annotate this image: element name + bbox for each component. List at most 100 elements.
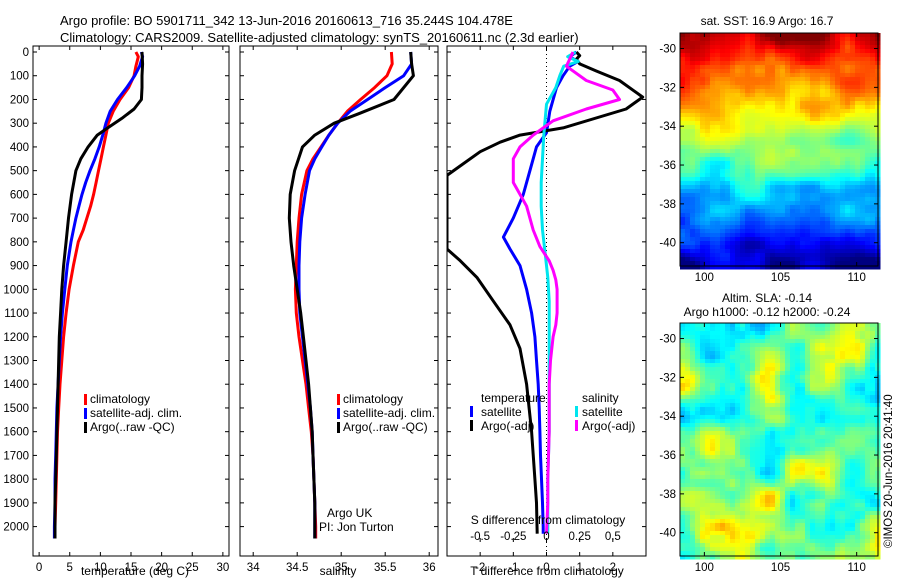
sla-map-cell (685, 327, 691, 332)
sla-map-cell (730, 471, 736, 476)
sst-map-cell (735, 145, 741, 150)
sst-map-cell (770, 85, 776, 90)
sla-map-cell (790, 479, 796, 484)
sla-map-cell (800, 331, 806, 336)
sla-map-cell (700, 327, 706, 332)
sla-map-cell (835, 491, 841, 496)
sst-map-cell (835, 197, 841, 202)
sla-map-cell (740, 439, 746, 444)
sst-map-cell (805, 65, 811, 70)
sla-map-cell (840, 499, 846, 504)
sst-map-cell (765, 69, 771, 74)
sst-map-cell (745, 85, 751, 90)
sst-map-cell (855, 113, 861, 118)
sla-map-cell (840, 503, 846, 508)
sst-map-cell (770, 249, 776, 254)
sst-map-cell (695, 53, 701, 58)
legend-label-satellite: satellite-adj. clim. (90, 406, 182, 420)
sla-map-cell (845, 403, 851, 408)
sst-map-cell (835, 141, 841, 146)
sla-map-cell (790, 463, 796, 468)
sla-map-cell (860, 519, 866, 524)
sst-map-cell (700, 93, 706, 98)
sla-map-cell (700, 407, 706, 412)
sst-map-cell (785, 213, 791, 218)
sla-map-cell (680, 523, 686, 528)
sla-map-cell (805, 379, 811, 384)
sst-map-cell (820, 233, 826, 238)
sst-map-cell (685, 37, 691, 42)
sst-map-cell (725, 213, 731, 218)
sla-map-cell (805, 539, 811, 544)
sla-map-cell (725, 523, 731, 528)
sla-map-cell (800, 483, 806, 488)
sla-map-cell (710, 483, 716, 488)
sst-map-cell (680, 197, 686, 202)
sla-map-cell (860, 395, 866, 400)
sst-map-cell (785, 225, 791, 230)
sst-map-cell (785, 145, 791, 150)
sla-map-cell (700, 483, 706, 488)
sla-map-cell (855, 463, 861, 468)
sla-map-cell (770, 423, 776, 428)
sst-map-cell (755, 181, 761, 186)
sla-map-cell (750, 407, 756, 412)
sla-map-cell (845, 515, 851, 520)
sst-map-cell (730, 53, 736, 58)
sla-map-cell (750, 443, 756, 448)
sst-map-cell (855, 229, 861, 234)
sst-map-cell (820, 253, 826, 258)
sla-map-cell (810, 439, 816, 444)
sst-map-cell (740, 181, 746, 186)
sla-map-cell (840, 359, 846, 364)
sla-map-cell (850, 443, 856, 448)
sla-map-cell (685, 427, 691, 432)
sla-map-cell (760, 467, 766, 472)
sst-map-cell (860, 105, 866, 110)
sst-map-cell (845, 93, 851, 98)
sst-map-cell (715, 133, 721, 138)
sst-map-cell (740, 69, 746, 74)
sla-map-cell (845, 343, 851, 348)
sla-map-cell (735, 355, 741, 360)
sst-map-cell (840, 81, 846, 86)
sst-map-cell (700, 49, 706, 54)
sst-map-cell (820, 133, 826, 138)
sst-map-cell (795, 253, 801, 258)
sla-map-cell (850, 363, 856, 368)
sla-map-cell (830, 487, 836, 492)
sla-map-cell (720, 459, 726, 464)
sla-map-cell (680, 323, 686, 328)
sst-map-cell (810, 117, 816, 122)
sst-map-cell (765, 189, 771, 194)
sla-map-cell (800, 355, 806, 360)
sla-map-cell (770, 471, 776, 476)
sla-map-cell (870, 435, 876, 440)
sst-map-cell (795, 205, 801, 210)
sla-map-cell (850, 375, 856, 380)
sla-map-cell (720, 323, 726, 328)
sst-map-cell (690, 157, 696, 162)
sla-map-cell (785, 367, 791, 372)
sst-map-cell (740, 169, 746, 174)
sst-map-cell (695, 237, 701, 242)
sst-map-cell (710, 221, 716, 226)
sla-map-cell (865, 511, 871, 516)
sla-map-cell (695, 491, 701, 496)
sst-map-cell (870, 89, 876, 94)
sla-map-cell (720, 351, 726, 356)
sst-map-cell (810, 217, 816, 222)
sla-map-cell (810, 387, 816, 392)
sst-map-cell (740, 61, 746, 66)
sst-map-cell (745, 197, 751, 202)
sla-map-cell (750, 455, 756, 460)
sst-map-cell (870, 253, 876, 258)
sst-map-cell (695, 193, 701, 198)
sst-map-cell (855, 241, 861, 246)
sst-map-cell (760, 245, 766, 250)
sst-map-cell (720, 109, 726, 114)
sla-map-cell (795, 335, 801, 340)
sst-map-cell (780, 197, 786, 202)
sst-map-cell (720, 173, 726, 178)
sla-map-cell (800, 427, 806, 432)
